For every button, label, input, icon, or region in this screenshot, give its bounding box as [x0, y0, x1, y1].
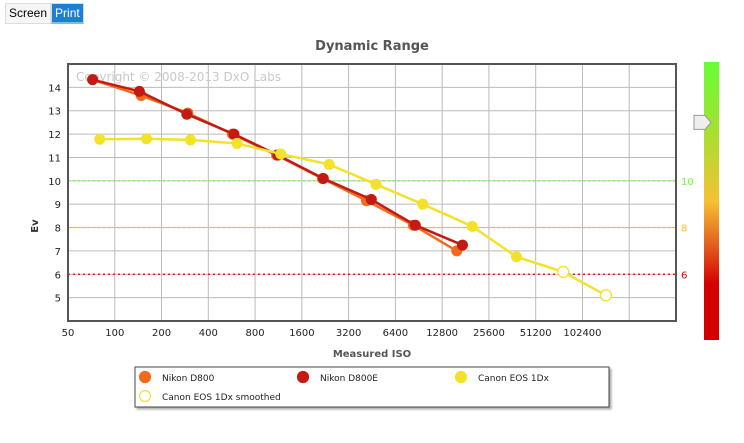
- y-tick-label: 10: [48, 177, 61, 188]
- legend-marker: [138, 389, 152, 403]
- y-axis-label: Ev: [30, 219, 41, 233]
- x-tick-label: 3200: [336, 328, 361, 339]
- data-point: [275, 148, 287, 160]
- data-point: [557, 265, 570, 279]
- data-point: [323, 158, 335, 170]
- x-tick-label: 25600: [473, 328, 505, 339]
- x-tick-label: 102400: [563, 328, 601, 339]
- legend-marker: [296, 370, 310, 384]
- series-line: [99, 137, 518, 258]
- x-tick-label: 200: [152, 328, 171, 339]
- legend-label: Canon EOS 1Dx smoothed: [162, 393, 281, 403]
- data-point: [370, 178, 382, 190]
- y-tick-label: 13: [48, 107, 61, 118]
- right-axis-ticks: 10 8 6: [681, 177, 694, 281]
- watermark: Copyright © 2008-2013 DxO Labs: [76, 70, 281, 84]
- series-canon-eos-1dx: [94, 133, 522, 263]
- data-point: [409, 219, 421, 231]
- x-tick-label: 6400: [383, 328, 408, 339]
- data-point: [87, 74, 99, 86]
- series-canon-eos-1dx-smoothed: [516, 255, 613, 302]
- legend: Nikon D800 Nikon D800E Canon EOS 1Dx Canon …: [134, 366, 610, 408]
- x-tick-label: 800: [246, 328, 265, 339]
- data-point: [510, 251, 522, 263]
- legend-label: Nikon D800E: [320, 374, 378, 384]
- y-tick-label: 11: [48, 153, 61, 164]
- color-scale-slider-handle[interactable]: [693, 114, 712, 130]
- right-tick-label: 8: [681, 224, 687, 235]
- x-axis-ticks: 50 100 200 400 800 1600 3200 6400 12800 25600 5120…: [62, 328, 602, 339]
- data-point: [317, 172, 329, 184]
- x-tick-label: 1600: [289, 328, 314, 339]
- right-tick-label: 10: [681, 177, 694, 188]
- y-tick-label: 6: [55, 270, 61, 281]
- data-point: [140, 133, 152, 145]
- legend-label: Canon EOS 1Dx: [478, 374, 550, 384]
- y-tick-label: 9: [55, 200, 61, 211]
- x-tick-label: 400: [199, 328, 218, 339]
- view-toggle: Screen Print: [5, 3, 84, 24]
- data-point: [599, 289, 613, 302]
- color-scale-bar: [704, 62, 719, 340]
- x-tick-label: 51200: [520, 328, 552, 339]
- data-point: [365, 194, 377, 206]
- plot-frame: [67, 63, 677, 322]
- series-nikon-d800e: [87, 74, 468, 251]
- data-point: [231, 137, 243, 149]
- y-axis-ticks: 5 6 7 8 9 10 11 12 13 14: [48, 83, 61, 304]
- data-point: [466, 220, 478, 232]
- x-tick-label: 100: [105, 328, 124, 339]
- y-tick-label: 14: [48, 83, 61, 94]
- y-tick-label: 8: [55, 224, 61, 235]
- y-tick-label: 5: [55, 294, 61, 305]
- y-tick-label: 7: [55, 247, 61, 258]
- data-point: [417, 198, 429, 210]
- x-tick-label: 12800: [426, 328, 458, 339]
- data-point: [133, 85, 145, 97]
- reference-lines: [68, 180, 676, 275]
- y-tick-label: 12: [48, 130, 61, 141]
- series-line: [92, 78, 463, 247]
- legend-marker: [138, 370, 152, 384]
- chart-title: Dynamic Range: [315, 39, 429, 54]
- x-axis-label: Measured ISO: [333, 349, 411, 360]
- legend-marker: [454, 370, 468, 384]
- legend-label: Nikon D800: [162, 374, 215, 384]
- data-point: [181, 108, 193, 120]
- series-line: [92, 78, 458, 252]
- data-point: [228, 128, 240, 140]
- screen-button[interactable]: Screen: [5, 3, 52, 24]
- data-point: [456, 239, 468, 251]
- right-tick-label: 6: [681, 270, 687, 281]
- x-tick-label: 50: [62, 328, 75, 339]
- series-nikon-d800: [87, 74, 463, 257]
- series-layer: [87, 74, 613, 302]
- data-point: [94, 133, 106, 145]
- print-button[interactable]: Print: [51, 3, 84, 24]
- data-point: [184, 134, 196, 146]
